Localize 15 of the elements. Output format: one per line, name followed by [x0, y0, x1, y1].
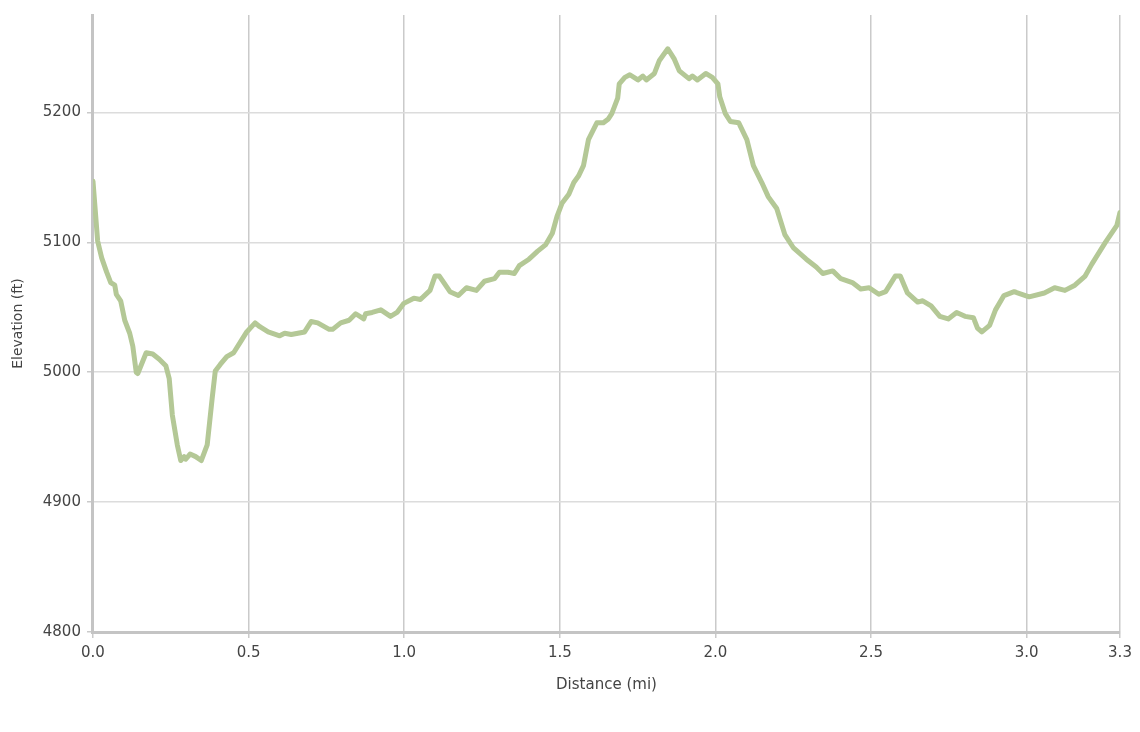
y-axis-title: Elevation (ft): [9, 278, 26, 369]
y-tick-label: 5000: [42, 362, 81, 381]
x-tick-label: 3.0: [1014, 642, 1039, 661]
x-tick-label: 1.0: [392, 642, 417, 661]
x-axis-title: Distance (mi): [556, 674, 657, 693]
x-tick-label: 2.0: [703, 642, 728, 661]
x-tick-label: 3.3: [1108, 642, 1132, 661]
x-tick-label: 0.0: [81, 642, 105, 661]
x-tick-label: 0.5: [236, 642, 261, 661]
y-tick-label: 4800: [42, 621, 81, 640]
y-tick-label: 5100: [42, 232, 81, 251]
x-tick-label: 2.5: [859, 642, 883, 661]
y-tick-label: 4900: [42, 492, 81, 510]
x-tick-label: 1.5: [547, 642, 572, 661]
y-tick-label: 5200: [42, 102, 81, 121]
